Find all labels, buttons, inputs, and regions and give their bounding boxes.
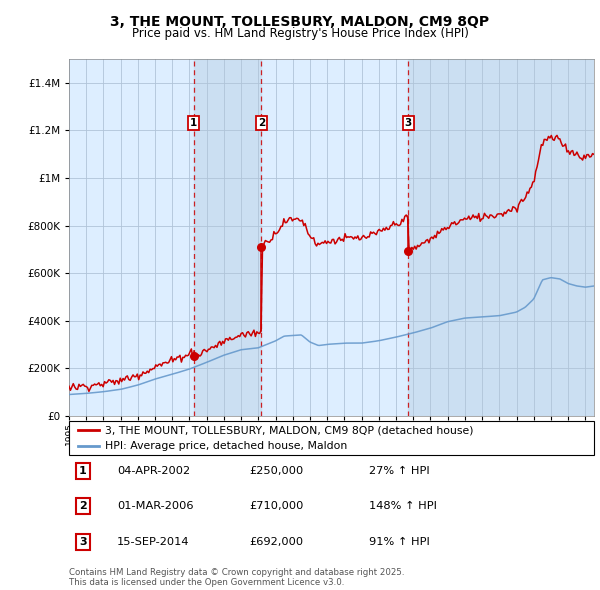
Text: £692,000: £692,000 [249, 537, 303, 546]
Text: 1: 1 [190, 118, 197, 128]
Text: 2: 2 [257, 118, 265, 128]
Text: 3, THE MOUNT, TOLLESBURY, MALDON, CM9 8QP (detached house): 3, THE MOUNT, TOLLESBURY, MALDON, CM9 8Q… [105, 425, 473, 435]
Text: 04-APR-2002: 04-APR-2002 [117, 466, 190, 476]
Point [256, 242, 266, 252]
Text: 148% ↑ HPI: 148% ↑ HPI [369, 502, 437, 511]
Point [403, 247, 413, 256]
Text: HPI: Average price, detached house, Maldon: HPI: Average price, detached house, Mald… [105, 441, 347, 451]
Text: 1: 1 [79, 466, 86, 476]
Text: £710,000: £710,000 [249, 502, 304, 511]
Text: £250,000: £250,000 [249, 466, 303, 476]
Bar [408, 59, 594, 416]
Bar [194, 59, 261, 416]
Text: 15-SEP-2014: 15-SEP-2014 [117, 537, 190, 546]
Text: Price paid vs. HM Land Registry's House Price Index (HPI): Price paid vs. HM Land Registry's House … [131, 27, 469, 40]
Text: Contains HM Land Registry data © Crown copyright and database right 2025.
This d: Contains HM Land Registry data © Crown c… [69, 568, 404, 587]
Text: 3: 3 [79, 537, 86, 546]
Text: 01-MAR-2006: 01-MAR-2006 [117, 502, 193, 511]
Text: 3, THE MOUNT, TOLLESBURY, MALDON, CM9 8QP: 3, THE MOUNT, TOLLESBURY, MALDON, CM9 8Q… [110, 15, 490, 30]
Text: 91% ↑ HPI: 91% ↑ HPI [369, 537, 430, 546]
Text: 2: 2 [79, 502, 86, 511]
Text: 3: 3 [404, 118, 412, 128]
Point [189, 352, 199, 361]
Text: 27% ↑ HPI: 27% ↑ HPI [369, 466, 430, 476]
